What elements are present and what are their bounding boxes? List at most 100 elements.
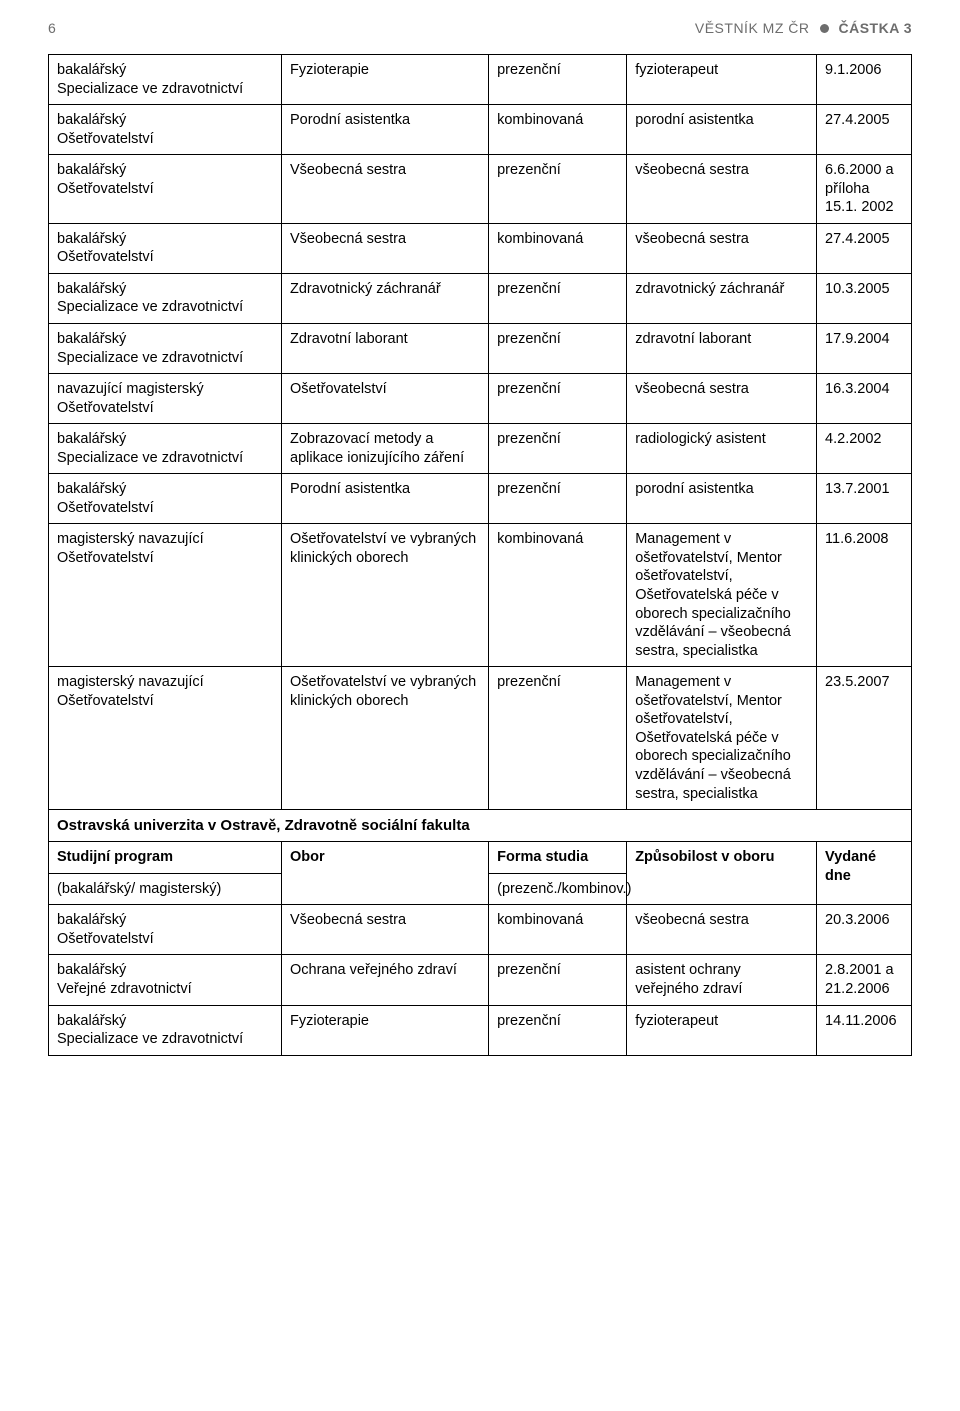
- program-field: Specializace ve zdravotnictví: [57, 80, 273, 99]
- program-degree: bakalářský: [57, 480, 273, 499]
- col-header-zpusobilost: Způsobilost v oboru: [627, 842, 817, 905]
- cell-vydane: 2.8.2001 a 21.2.2006: [817, 955, 912, 1005]
- cell-program: bakalářskýVeřejné zdravotnictví: [49, 955, 282, 1005]
- program-degree: magisterský navazující: [57, 530, 273, 549]
- cell-vydane: 10.3.2005: [817, 273, 912, 323]
- cell-vydane: 16.3.2004: [817, 374, 912, 424]
- table-row: bakalářskýSpecializace ve zdravotnictvíF…: [49, 55, 912, 105]
- cell-zpusobilost: radiologický asistent: [627, 424, 817, 474]
- table-row: bakalářskýVeřejné zdravotnictvíOchrana v…: [49, 955, 912, 1005]
- col-subheader-program: (bakalářský/ magisterský): [49, 873, 282, 905]
- program-field: Specializace ve zdravotnictví: [57, 1030, 273, 1049]
- program-field: Ošetřovatelství: [57, 399, 273, 418]
- col-subheader-forma: (prezenč./kombinov.): [489, 873, 627, 905]
- cell-vydane: 11.6.2008: [817, 524, 912, 667]
- program-field: Ošetřovatelství: [57, 499, 273, 518]
- cell-obor: Porodní asistentka: [282, 474, 489, 524]
- cell-zpusobilost: všeobecná sestra: [627, 905, 817, 955]
- cell-obor: Zobrazovací metody a aplikace ionizující…: [282, 424, 489, 474]
- table-row: bakalářskýSpecializace ve zdravotnictvíZ…: [49, 324, 912, 374]
- cell-forma: kombinovaná: [489, 524, 627, 667]
- cell-zpusobilost: porodní asistentka: [627, 105, 817, 155]
- running-header: 6 VĚSTNÍK MZ ČR ČÁSTKA 3: [48, 0, 912, 54]
- cell-program: bakalářskýSpecializace ve zdravotnictví: [49, 424, 282, 474]
- cell-forma: kombinovaná: [489, 223, 627, 273]
- cell-obor: Všeobecná sestra: [282, 223, 489, 273]
- cell-zpusobilost: všeobecná sestra: [627, 374, 817, 424]
- cell-zpusobilost: porodní asistentka: [627, 474, 817, 524]
- cell-forma: prezenční: [489, 374, 627, 424]
- program-degree: bakalářský: [57, 161, 273, 180]
- program-field: Ošetřovatelství: [57, 130, 273, 149]
- cell-obor: Všeobecná sestra: [282, 905, 489, 955]
- col-header-program: Studijní program: [49, 842, 282, 874]
- table-header-row-1: Studijní program Obor Forma studia Způso…: [49, 842, 912, 874]
- cell-program: bakalářskýOšetřovatelství: [49, 223, 282, 273]
- cell-vydane: 4.2.2002: [817, 424, 912, 474]
- cell-forma: prezenční: [489, 155, 627, 224]
- col-header-forma: Forma studia: [489, 842, 627, 874]
- cell-program: bakalářskýSpecializace ve zdravotnictví: [49, 55, 282, 105]
- program-field: Specializace ve zdravotnictví: [57, 449, 273, 468]
- cell-obor: Ošetřovatelství ve vybraných klinických …: [282, 667, 489, 810]
- program-field: Ošetřovatelství: [57, 549, 273, 568]
- program-field: Ošetřovatelství: [57, 692, 273, 711]
- cell-obor: Zdravotnický záchranář: [282, 273, 489, 323]
- table-row: bakalářskýOšetřovatelstvíVšeobecná sestr…: [49, 223, 912, 273]
- table-row: bakalářskýOšetřovatelstvíPorodní asisten…: [49, 105, 912, 155]
- program-degree: magisterský navazující: [57, 673, 273, 692]
- cell-forma: kombinovaná: [489, 105, 627, 155]
- table-row: bakalářskýOšetřovatelstvíVšeobecná sestr…: [49, 905, 912, 955]
- cell-vydane: 23.5.2007: [817, 667, 912, 810]
- program-degree: bakalářský: [57, 280, 273, 299]
- programs-table: bakalářskýSpecializace ve zdravotnictvíF…: [48, 54, 912, 1056]
- cell-vydane: 13.7.2001: [817, 474, 912, 524]
- cell-program: bakalářskýOšetřovatelství: [49, 105, 282, 155]
- cell-zpusobilost: asistent ochrany veřejného zdraví: [627, 955, 817, 1005]
- cell-forma: prezenční: [489, 324, 627, 374]
- cell-program: bakalářskýOšetřovatelství: [49, 905, 282, 955]
- table-row: magisterský navazujícíOšetřovatelství Oše…: [49, 524, 912, 667]
- table-row: bakalářskýOšetřovatelstvíVšeobecná sestr…: [49, 155, 912, 224]
- program-degree: bakalářský: [57, 1012, 273, 1031]
- cell-obor: Ošetřovatelství: [282, 374, 489, 424]
- program-degree: navazující magisterský: [57, 380, 273, 399]
- program-field: Veřejné zdravotnictví: [57, 980, 273, 999]
- cell-forma: prezenční: [489, 474, 627, 524]
- program-degree: bakalářský: [57, 430, 273, 449]
- cell-zpusobilost: zdravotnický záchranář: [627, 273, 817, 323]
- col-header-obor: Obor: [282, 842, 489, 905]
- bullet-icon: [820, 24, 829, 33]
- cell-zpusobilost: Management v ošetřovatelství, Mentor oše…: [627, 667, 817, 810]
- cell-forma: prezenční: [489, 955, 627, 1005]
- cell-obor: Porodní asistentka: [282, 105, 489, 155]
- program-field: Ošetřovatelství: [57, 930, 273, 949]
- section-heading-row: Ostravská univerzita v Ostravě, Zdravotn…: [49, 810, 912, 842]
- cell-vydane: 17.9.2004: [817, 324, 912, 374]
- cell-zpusobilost: fyzioterapeut: [627, 55, 817, 105]
- cell-obor: Ošetřovatelství ve vybraných klinických …: [282, 524, 489, 667]
- cell-program: navazující magisterskýOšetřovatelství: [49, 374, 282, 424]
- cell-forma: prezenční: [489, 424, 627, 474]
- cell-program: bakalářskýSpecializace ve zdravotnictví: [49, 1005, 282, 1055]
- cell-vydane: 6.6.2000 a příloha 15.1. 2002: [817, 155, 912, 224]
- cell-zpusobilost: všeobecná sestra: [627, 155, 817, 224]
- table-row: bakalářskýSpecializace ve zdravotnictvíF…: [49, 1005, 912, 1055]
- cell-obor: Zdravotní laborant: [282, 324, 489, 374]
- program-degree: bakalářský: [57, 230, 273, 249]
- cell-vydane: 20.3.2006: [817, 905, 912, 955]
- cell-forma: kombinovaná: [489, 905, 627, 955]
- cell-forma: prezenční: [489, 1005, 627, 1055]
- program-field: Specializace ve zdravotnictví: [57, 298, 273, 317]
- program-field: Ošetřovatelství: [57, 248, 273, 267]
- cell-program: magisterský navazujícíOšetřovatelství: [49, 667, 282, 810]
- cell-obor: Fyzioterapie: [282, 1005, 489, 1055]
- cell-zpusobilost: všeobecná sestra: [627, 223, 817, 273]
- journal-name: VĚSTNÍK MZ ČR: [695, 20, 810, 36]
- cell-program: bakalářskýOšetřovatelství: [49, 155, 282, 224]
- cell-forma: prezenční: [489, 667, 627, 810]
- cell-obor: Ochrana veřejného zdraví: [282, 955, 489, 1005]
- cell-vydane: 27.4.2005: [817, 105, 912, 155]
- program-field: Ošetřovatelství: [57, 180, 273, 199]
- table-row: bakalářskýSpecializace ve zdravotnictví Z…: [49, 273, 912, 323]
